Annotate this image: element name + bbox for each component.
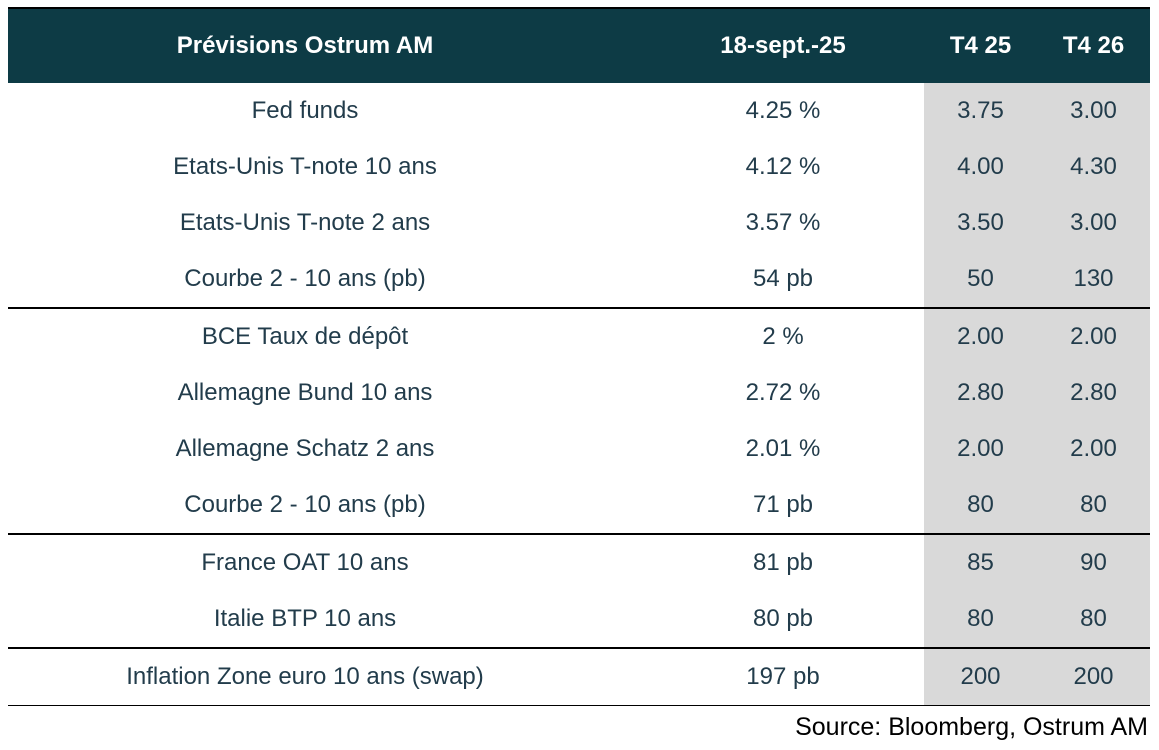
- row-t4-26-value: 4.30: [1037, 139, 1150, 195]
- row-t4-25-value: 2.00: [924, 421, 1037, 477]
- table-row: Fed funds 4.25 % 3.75 3.00: [8, 83, 1150, 139]
- row-t4-25-value: 85: [924, 535, 1037, 591]
- table-header-row: Prévisions Ostrum AM 18-sept.-25 T4 25 T…: [8, 9, 1150, 83]
- row-label: Allemagne Bund 10 ans: [177, 379, 433, 406]
- row-current-value: 2 %: [762, 323, 804, 350]
- header-date-column: 18-sept.-25: [720, 32, 846, 59]
- table-row: Italie BTP 10 ans 80 pb 80 80: [8, 591, 1150, 647]
- row-current-value: 4.25 %: [745, 97, 821, 124]
- section-divider: [8, 647, 1150, 649]
- row-t4-25-value: 200: [924, 649, 1037, 705]
- table-top-border: [8, 7, 1150, 9]
- row-current-value: 2.72 %: [745, 379, 821, 406]
- table-row: BCE Taux de dépôt 2 % 2.00 2.00: [8, 309, 1150, 365]
- source-caption: Source: Bloomberg, Ostrum AM: [795, 712, 1148, 741]
- row-t4-26-value: 2.00: [1037, 421, 1150, 477]
- row-t4-25-value: 80: [924, 477, 1037, 533]
- row-label: Italie BTP 10 ans: [213, 605, 397, 632]
- row-t4-26-value: 200: [1037, 649, 1150, 705]
- table-row: Etats-Unis T-note 10 ans 4.12 % 4.00 4.3…: [8, 139, 1150, 195]
- row-current-value: 80 pb: [752, 605, 814, 632]
- row-t4-25-value: 80: [924, 591, 1037, 647]
- header-title: Prévisions Ostrum AM: [176, 32, 434, 59]
- row-current-value: 2.01 %: [745, 435, 821, 462]
- row-t4-26-value: 2.80: [1037, 365, 1150, 421]
- row-label: Etats-Unis T-note 10 ans: [173, 153, 437, 180]
- row-current-value: 54 pb: [752, 265, 814, 292]
- row-t4-26-value: 80: [1037, 477, 1150, 533]
- row-current-value: 71 pb: [752, 491, 814, 518]
- section-divider: [8, 533, 1150, 535]
- row-label: Fed funds: [251, 97, 359, 124]
- row-label: Courbe 2 - 10 ans (pb): [184, 491, 426, 518]
- row-t4-26-value: 90: [1037, 535, 1150, 591]
- header-t4-25-column: T4 25: [949, 32, 1012, 59]
- table-row: Etats-Unis T-note 2 ans 3.57 % 3.50 3.00: [8, 195, 1150, 251]
- row-t4-25-value: 2.80: [924, 365, 1037, 421]
- table-row: France OAT 10 ans 81 pb 85 90: [8, 535, 1150, 591]
- table-row: Inflation Zone euro 10 ans (swap) 197 pb…: [8, 649, 1150, 705]
- row-t4-26-value: 80: [1037, 591, 1150, 647]
- row-t4-25-value: 4.00: [924, 139, 1037, 195]
- row-t4-25-value: 3.50: [924, 195, 1037, 251]
- row-t4-26-value: 3.00: [1037, 83, 1150, 139]
- row-t4-25-value: 2.00: [924, 309, 1037, 365]
- row-t4-25-value: 50: [924, 251, 1037, 307]
- row-current-value: 81 pb: [752, 549, 814, 576]
- table-bottom-border: [8, 705, 1150, 706]
- row-label: Courbe 2 - 10 ans (pb): [184, 265, 426, 292]
- row-t4-26-value: 130: [1037, 251, 1150, 307]
- row-t4-26-value: 2.00: [1037, 309, 1150, 365]
- row-label: Inflation Zone euro 10 ans (swap): [126, 663, 484, 690]
- row-label: BCE Taux de dépôt: [201, 323, 409, 350]
- row-t4-25-value: 3.75: [924, 83, 1037, 139]
- header-t4-26-column: T4 26: [1062, 32, 1125, 59]
- row-label: Etats-Unis T-note 2 ans: [179, 209, 431, 236]
- row-current-value: 4.12 %: [745, 153, 821, 180]
- table-row: Courbe 2 - 10 ans (pb) 54 pb 50 130: [8, 251, 1150, 307]
- table-row: Courbe 2 - 10 ans (pb) 71 pb 80 80: [8, 477, 1150, 533]
- table-row: Allemagne Bund 10 ans 2.72 % 2.80 2.80: [8, 365, 1150, 421]
- row-current-value: 3.57 %: [745, 209, 821, 236]
- row-t4-26-value: 3.00: [1037, 195, 1150, 251]
- table-row: Allemagne Schatz 2 ans 2.01 % 2.00 2.00: [8, 421, 1150, 477]
- section-divider: [8, 307, 1150, 309]
- row-current-value: 197 pb: [746, 663, 820, 690]
- row-label: Allemagne Schatz 2 ans: [175, 435, 435, 462]
- forecast-table: Prévisions Ostrum AM 18-sept.-25 T4 25 T…: [8, 7, 1150, 748]
- row-label: France OAT 10 ans: [201, 549, 409, 576]
